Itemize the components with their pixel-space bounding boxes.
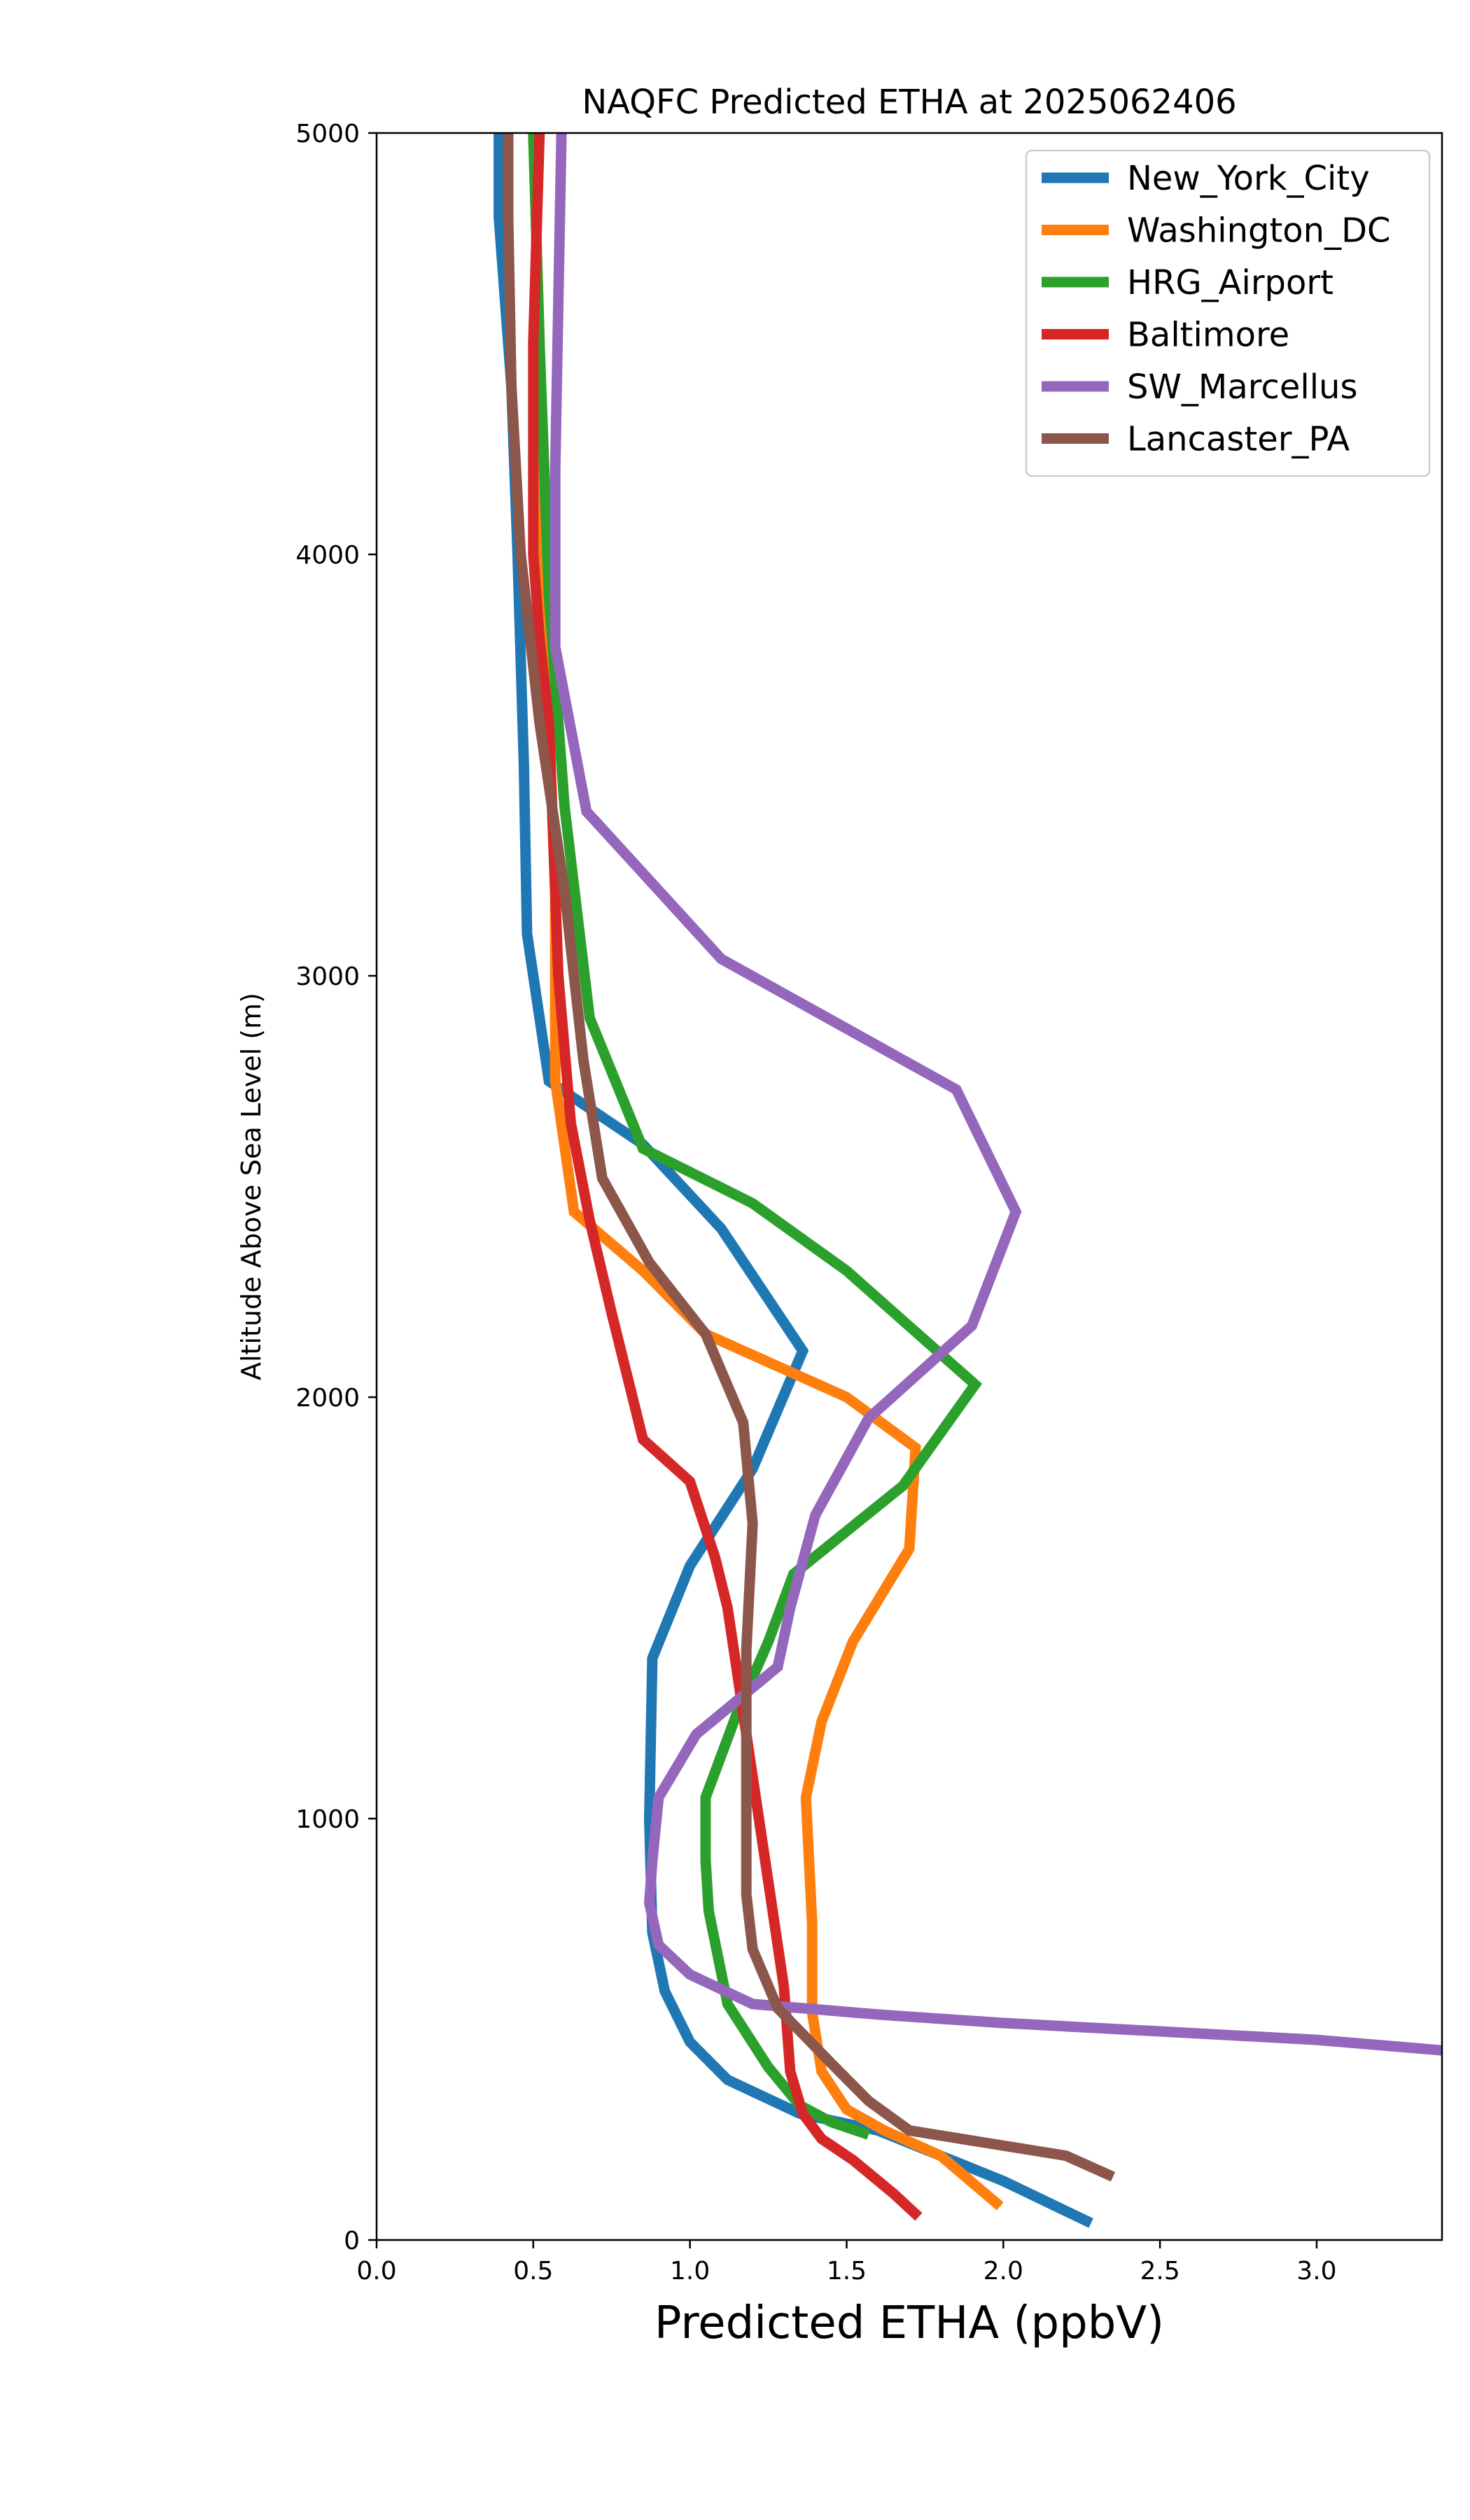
plot-frame [375,132,1443,2241]
y-tick-label: 4000 [295,541,360,570]
y-axis-ticks: 0 1000 2000 3000 4000 5000 [295,120,377,2255]
x-tick-label: 0.5 [513,2257,553,2286]
x-axis-label: Predicted ETHA (ppbV) [654,2297,1164,2349]
x-tick-label: 1.0 [670,2257,710,2286]
chart-title: NAQFC Predicted ETHA at 2025062406 [582,83,1236,122]
series-layer [493,133,1442,2228]
series-line-hrg-airport [528,133,983,2140]
legend-label-baltimore: Baltimore [1127,316,1289,355]
y-tick-label: 0 [344,2227,360,2255]
series-line-lancaster-pa [503,133,1116,2182]
x-tick-label: 2.0 [983,2257,1023,2286]
legend-label-new-york-city: New_York_City [1127,159,1370,198]
legend-box [1025,149,1431,477]
y-tick-label: 2000 [295,1384,360,1413]
legend-items: New_York_City Washington_DC HRG_Airport Bal… [1042,159,1391,459]
y-tick-label: 1000 [295,1805,360,1834]
series-line-new-york-city [493,133,1093,2228]
x-tick-label: 3.0 [1296,2257,1336,2286]
x-axis-ticks: 0.0 0.5 1.0 1.5 2.0 2.5 3.0 [356,2240,1337,2286]
y-tick-label: 5000 [295,120,360,148]
legend-label-lancaster-pa: Lancaster_PA [1127,420,1350,459]
x-tick-label: 2.5 [1140,2257,1180,2286]
y-tick-label: 3000 [295,962,360,991]
x-tick-label: 0.0 [356,2257,396,2286]
y-axis-label: Altitude Above Sea Level (m) [236,993,267,1380]
legend-label-washington-dc: Washington_DC [1127,211,1391,251]
legend: New_York_City Washington_DC HRG_Airport Bal… [1025,149,1431,477]
series-line-baltimore [528,133,923,2221]
legend-label-sw-marcellus: SW_Marcellus [1127,368,1357,407]
legend-label-hrg-airport: HRG_Airport [1127,263,1334,302]
x-tick-label: 1.5 [827,2257,867,2286]
series-line-sw-marcellus [550,133,1442,2056]
